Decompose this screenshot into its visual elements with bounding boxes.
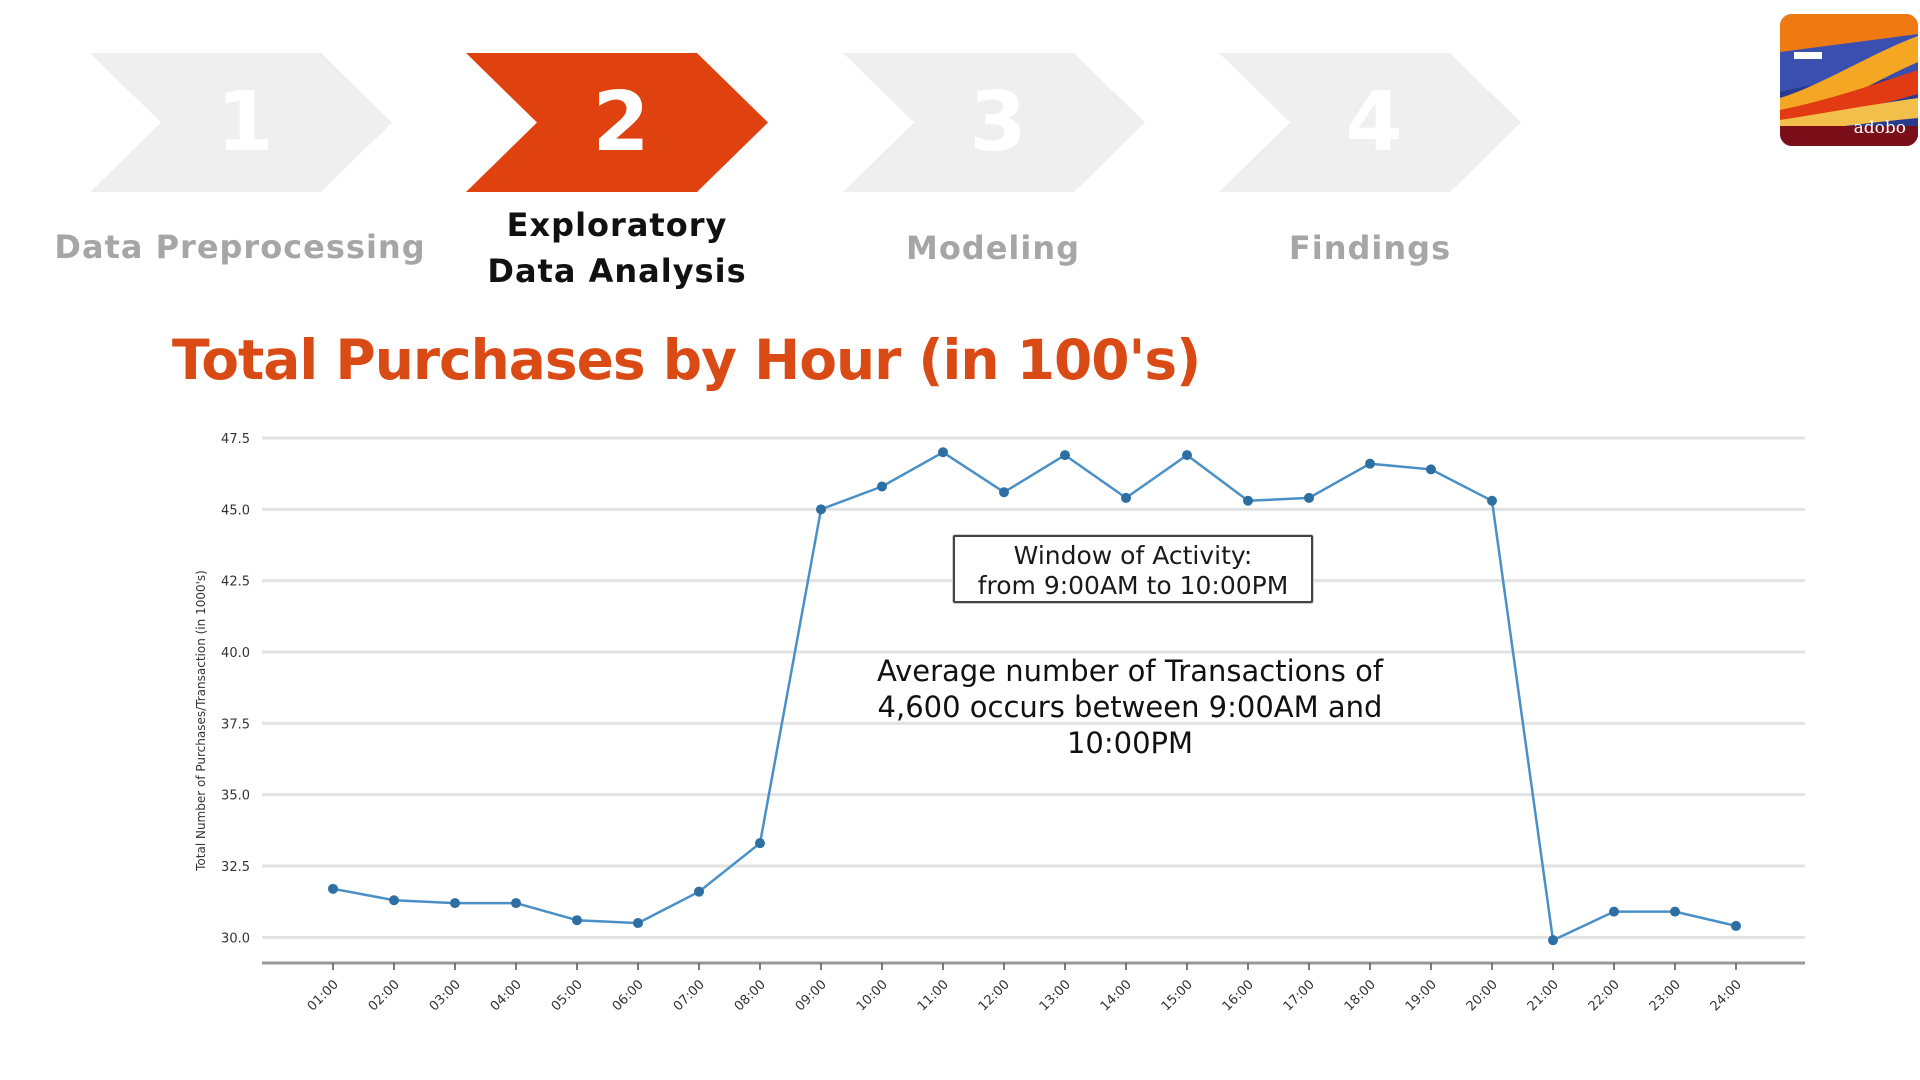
step-1-arrow[interactable]: 1 (90, 53, 392, 192)
data-point (1609, 906, 1619, 917)
data-point (1670, 906, 1680, 917)
x-tick-label: 20:00 (1464, 977, 1501, 1014)
x-tick-label: 17:00 (1281, 977, 1318, 1014)
step-2-arrow[interactable]: 2 (466, 53, 768, 192)
data-point (1365, 458, 1375, 469)
x-tick-label: 03:00 (427, 977, 464, 1014)
step-4-label-line: Findings (1288, 229, 1452, 267)
data-point (1304, 492, 1314, 503)
data-point (1548, 935, 1558, 946)
x-tick-label: 10:00 (854, 977, 891, 1014)
x-tick-label: 09:00 (793, 977, 830, 1014)
y-tick-labels: 30.0 32.5 35.0 37.5 40.0 42.5 45.0 47.5 (221, 432, 250, 946)
step-2-label: Exploratory Data Analysis (427, 202, 807, 294)
data-point (511, 898, 521, 909)
step-4-label: Findings (1180, 225, 1560, 271)
step-3-arrow[interactable]: 3 (843, 53, 1145, 192)
data-point (1426, 464, 1436, 475)
x-tick-label: 19:00 (1403, 977, 1440, 1014)
adobo-logo: adobo (1780, 14, 1918, 146)
x-tick-label: 02:00 (366, 977, 403, 1014)
x-tick-label: 11:00 (915, 977, 952, 1014)
x-tick-label: 13:00 (1037, 977, 1074, 1014)
data-point (694, 886, 704, 897)
data-point (1731, 920, 1741, 931)
data-point (755, 838, 765, 849)
data-point (633, 918, 643, 929)
step-2-label-line-2: Data Analysis (487, 252, 747, 290)
y-tick-label: 45.0 (221, 503, 250, 518)
x-tick-label: 14:00 (1098, 977, 1135, 1014)
chart-title: Total Purchases by Hour (in 100's) (172, 328, 1201, 392)
data-point (572, 915, 582, 926)
step-4-arrow-shape (1219, 53, 1521, 192)
annotation-note-line-3: 10:00PM (1066, 726, 1194, 760)
annotation-box-line-2: from 9:00AM to 10:00PM (977, 571, 1289, 600)
y-axis-label: Total Number of Purchases/Transaction (i… (194, 570, 208, 872)
step-3-number: 3 (969, 75, 1027, 170)
data-point (1487, 495, 1497, 506)
x-tick-label: 08:00 (732, 977, 769, 1014)
annotation-box-line-1: Window of Activity: (1013, 541, 1253, 570)
x-tick-label: 18:00 (1342, 977, 1379, 1014)
x-tick-label: 04:00 (488, 977, 525, 1014)
x-tick-label: 24:00 (1708, 977, 1745, 1014)
step-2-arrow-shape (466, 53, 768, 192)
annotation-note-line-1: Average number of Transactions of (876, 654, 1384, 688)
data-point (1243, 495, 1253, 506)
y-tick-label: 35.0 (221, 789, 250, 804)
x-tick-label: 15:00 (1159, 977, 1196, 1014)
logo-text: adobo (1854, 118, 1906, 138)
y-tick-label: 40.0 (221, 646, 250, 661)
step-4-number: 4 (1345, 75, 1403, 170)
x-tick-label: 06:00 (610, 977, 647, 1014)
x-tick-label: 07:00 (671, 977, 708, 1014)
step-3-label-line: Modeling (905, 229, 1081, 267)
step-4-arrow[interactable]: 4 (1219, 53, 1521, 192)
x-tick-label: 22:00 (1586, 977, 1623, 1014)
step-2-label-line-1: Exploratory (506, 206, 728, 244)
x-tick-label: 01:00 (305, 977, 342, 1014)
step-1-arrow-shape (90, 53, 392, 192)
data-point (816, 504, 826, 515)
data-point (1060, 450, 1070, 461)
y-tick-label: 47.5 (221, 432, 250, 447)
step-3-label: Modeling (803, 225, 1183, 271)
y-tick-label: 30.0 (221, 931, 250, 946)
annotation-note: Average number of Transactions of 4,600 … (820, 653, 1440, 761)
data-point (877, 481, 887, 492)
step-1-label-line: Data Preprocessing (54, 228, 426, 266)
step-3-arrow-shape (843, 53, 1145, 192)
step-1-number: 1 (216, 75, 274, 170)
annotation-box: Window of Activity: from 9:00AM to 10:00… (953, 535, 1313, 603)
x-tick-label: 23:00 (1647, 977, 1684, 1014)
x-tick-marks (332, 963, 1737, 970)
x-tick-label: 12:00 (976, 977, 1013, 1014)
x-tick-label: 05:00 (549, 977, 586, 1014)
step-1-label: Data Preprocessing (50, 224, 430, 270)
data-point (1121, 492, 1131, 503)
x-tick-label: 21:00 (1525, 977, 1562, 1014)
y-tick-label: 42.5 (221, 575, 250, 590)
y-tick-label: 32.5 (221, 860, 250, 875)
step-2-number: 2 (592, 75, 650, 170)
x-tick-labels: 01:00 02:00 03:00 04:00 05:00 06:00 07:00 08:00… (305, 977, 1745, 1014)
annotation-note-line-2: 4,600 occurs between 9:00AM and (877, 690, 1383, 724)
data-point (450, 898, 460, 909)
y-tick-label: 37.5 (221, 717, 250, 732)
data-point (1182, 450, 1192, 461)
data-point (938, 447, 948, 458)
data-point (999, 487, 1009, 498)
data-point (328, 883, 338, 894)
x-tick-label: 16:00 (1220, 977, 1257, 1014)
data-point (389, 895, 399, 906)
